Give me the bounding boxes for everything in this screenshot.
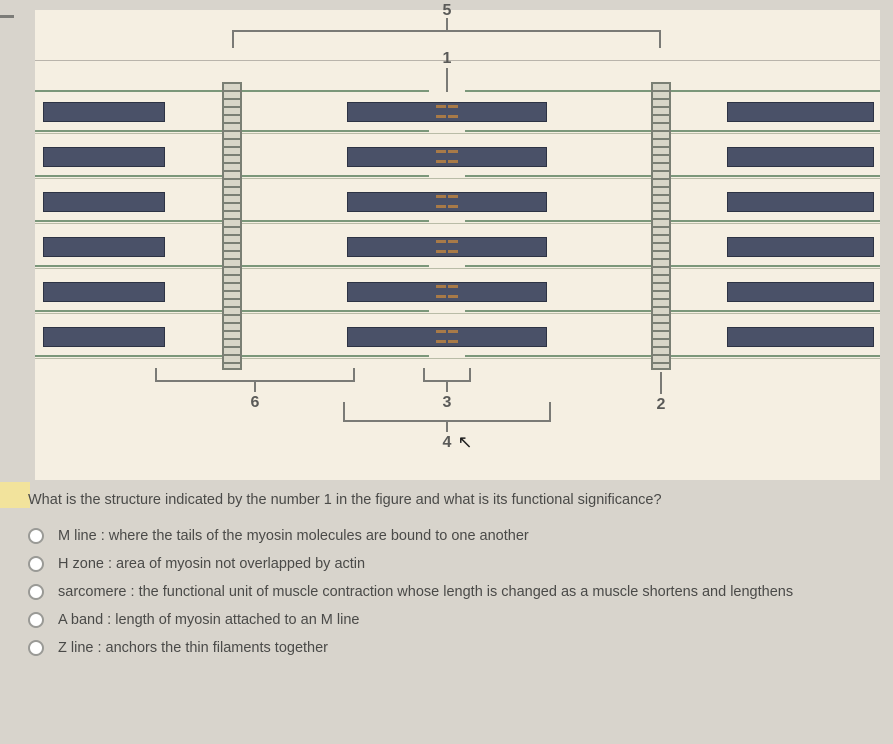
myosin-center [347, 102, 547, 122]
myosin-center [347, 282, 547, 302]
m-line-seg [448, 205, 458, 208]
actin-shadow [35, 358, 880, 359]
m-line-seg [448, 250, 458, 253]
actin-shadow [35, 133, 880, 134]
m-line-seg [448, 285, 458, 288]
actin-line [465, 90, 880, 92]
bracket-4-tick [446, 420, 448, 432]
myosin-left [43, 327, 165, 347]
m-line-seg [436, 195, 446, 198]
m-line-seg [436, 285, 446, 288]
radio-icon[interactable] [28, 528, 44, 544]
m-line-seg [448, 330, 458, 333]
label-2-tick [660, 372, 662, 394]
answer-option-text: A band : length of myosin attached to an… [58, 612, 359, 628]
myosin-right [727, 102, 874, 122]
label-6: 6 [251, 394, 260, 412]
myosin-right [727, 282, 874, 302]
mouse-cursor-icon: ↖ [457, 432, 472, 453]
m-line-seg [448, 340, 458, 343]
page-root: 5 1 3 4 ↖ 6 2 What is the structure indicated … [0, 0, 893, 744]
sarcomere-diagram: 5134↖62 [35, 10, 880, 480]
actin-line [465, 265, 880, 267]
radio-icon[interactable] [28, 556, 44, 572]
answer-option[interactable]: Z line : anchors the thin filaments toge… [28, 634, 893, 662]
answer-option[interactable]: H zone : area of myosin not overlapped b… [28, 550, 893, 578]
label-5: 5 [443, 2, 452, 20]
radio-icon[interactable] [28, 584, 44, 600]
bracket-5-right [659, 30, 661, 48]
bracket-3-tick [446, 380, 448, 392]
bracket-3-l [423, 368, 425, 380]
answer-option-text: sarcomere : the functional unit of muscl… [58, 584, 793, 600]
m-line-seg [448, 105, 458, 108]
radio-icon[interactable] [28, 612, 44, 628]
answer-option[interactable]: sarcomere : the functional unit of muscl… [28, 578, 893, 606]
myosin-left [43, 237, 165, 257]
bracket-3-r [469, 368, 471, 380]
m-line-seg [436, 150, 446, 153]
z-disc-right [651, 82, 671, 370]
m-line-seg [436, 330, 446, 333]
myosin-center [347, 192, 547, 212]
answer-option[interactable]: M line : where the tails of the myosin m… [28, 522, 893, 550]
myosin-right [727, 192, 874, 212]
myosin-center [347, 237, 547, 257]
bracket-6-r [353, 368, 355, 380]
myosin-center [347, 147, 547, 167]
m-line-seg [448, 160, 458, 163]
actin-shadow [35, 223, 880, 224]
bracket-5-left [232, 30, 234, 48]
bracket-4-r [549, 402, 551, 420]
m-line-seg [448, 150, 458, 153]
myosin-left [43, 102, 165, 122]
highlight-tab [0, 482, 30, 508]
label-1-tick [446, 68, 448, 92]
actin-line [465, 175, 880, 177]
m-line-seg [448, 195, 458, 198]
label-2: 2 [657, 396, 666, 414]
m-line-seg [436, 295, 446, 298]
m-line-seg [436, 240, 446, 243]
m-line-seg [448, 115, 458, 118]
actin-line [465, 310, 880, 312]
bracket-6-tick [254, 380, 256, 392]
myosin-right [727, 147, 874, 167]
label-4: 4 [443, 434, 452, 452]
m-line-seg [436, 160, 446, 163]
z-disc-left [222, 82, 242, 370]
answer-option[interactable]: A band : length of myosin attached to an… [28, 606, 893, 634]
answer-option-text: H zone : area of myosin not overlapped b… [58, 556, 365, 572]
label-3: 3 [443, 394, 452, 412]
answer-option-text: Z line : anchors the thin filaments toge… [58, 640, 328, 656]
bracket-4-l [343, 402, 345, 420]
radio-icon[interactable] [28, 640, 44, 656]
page-corner-mark [0, 0, 14, 18]
myosin-left [43, 282, 165, 302]
label-1: 1 [443, 50, 452, 68]
myosin-center [347, 327, 547, 347]
actin-shadow [35, 268, 880, 269]
actin-line [465, 355, 880, 357]
question-prompt: What is the structure indicated by the n… [28, 492, 893, 508]
bracket-6-l [155, 368, 157, 380]
actin-shadow [35, 313, 880, 314]
question-block: What is the structure indicated by the n… [28, 492, 893, 662]
bracket-5-top [232, 30, 661, 32]
m-line-seg [436, 205, 446, 208]
myosin-right [727, 237, 874, 257]
m-line-seg [436, 105, 446, 108]
actin-line [465, 220, 880, 222]
m-line-seg [448, 295, 458, 298]
answer-option-text: M line : where the tails of the myosin m… [58, 528, 529, 544]
myosin-left [43, 147, 165, 167]
m-line-seg [436, 250, 446, 253]
actin-shadow [35, 178, 880, 179]
m-line-seg [448, 240, 458, 243]
myosin-left [43, 192, 165, 212]
myosin-right [727, 327, 874, 347]
m-line-seg [436, 340, 446, 343]
actin-line [465, 130, 880, 132]
m-line-seg [436, 115, 446, 118]
